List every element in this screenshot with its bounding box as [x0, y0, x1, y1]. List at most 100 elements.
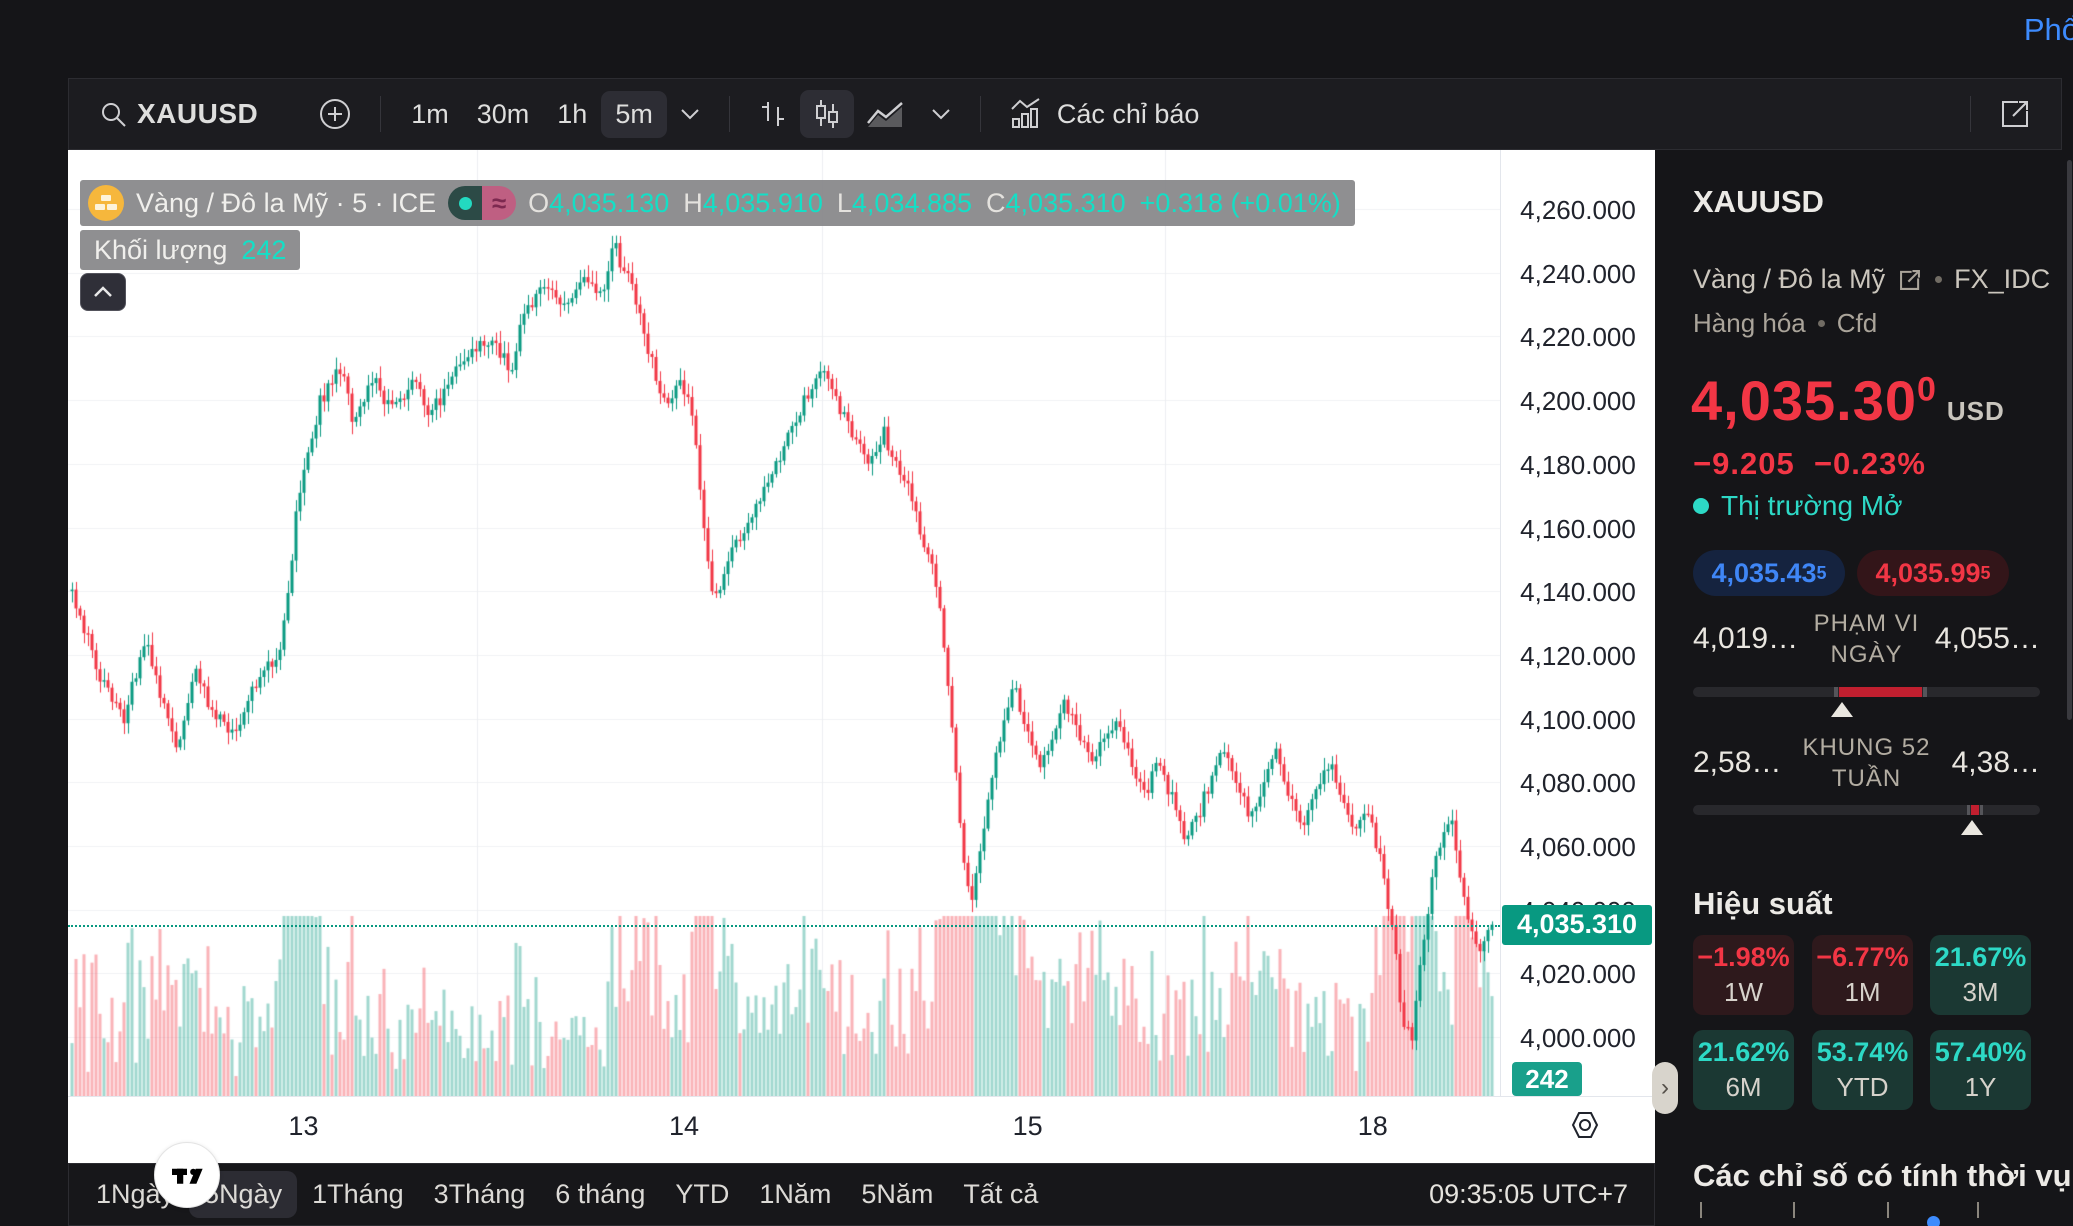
- symbol-search-button[interactable]: XAUUSD: [87, 90, 270, 138]
- chart-style-menu-button[interactable]: [918, 99, 964, 129]
- panel-instrument-types: Hàng hóa Cfd: [1693, 308, 1877, 339]
- area-chart-icon: [866, 99, 906, 129]
- market-status-label: Thị trường Mở: [1721, 490, 1903, 521]
- timeframe-1m-button[interactable]: 1m: [397, 91, 463, 138]
- tradingview-logo[interactable]: [154, 1142, 220, 1208]
- volume-legend-row: Khối lượng 242: [80, 230, 301, 270]
- volume-label[interactable]: Khối lượng: [94, 234, 228, 265]
- panel-scrollbar[interactable]: [2067, 160, 2072, 720]
- symbol-label: XAUUSD: [137, 98, 259, 129]
- perf-tile-1y[interactable]: 57.40% 1Y: [1930, 1030, 2031, 1110]
- compare-add-button[interactable]: [306, 89, 364, 139]
- indicators-label: Các chỉ báo: [1056, 98, 1200, 129]
- timeframe-menu-button[interactable]: [667, 99, 713, 129]
- range-ytd-button[interactable]: YTD: [660, 1171, 744, 1218]
- separator-dot: [1817, 320, 1825, 327]
- current-price-line: [68, 924, 1500, 927]
- seasonal-axis-tick: [1887, 1202, 1889, 1218]
- price-tick-label: 4,120.000: [1520, 640, 1636, 671]
- legend-collapse-button[interactable]: [80, 273, 126, 311]
- range-1y-button[interactable]: 1Năm: [744, 1171, 846, 1218]
- day-range-label: PHẠM VI NGÀY: [1813, 610, 1920, 668]
- exchange-label[interactable]: FX_IDC: [1954, 264, 2051, 294]
- day-range-high: 4,055…: [1934, 622, 2040, 655]
- bars-chart-icon: [758, 99, 788, 129]
- delayed-data-icon: ≈: [482, 186, 517, 220]
- price-tick-label: 4,260.000: [1520, 195, 1636, 225]
- ask-price-button[interactable]: 4,035.99 5: [1857, 550, 2009, 596]
- perf-tile-1w[interactable]: −1.98% 1W: [1693, 935, 1794, 1015]
- last-price: 4,035.300USD: [1691, 369, 2005, 432]
- market-status-row: Thị trường Mở: [1693, 490, 1903, 522]
- timeframe-30m-button[interactable]: 30m: [463, 91, 544, 138]
- range-3m-button[interactable]: 3Tháng: [419, 1171, 541, 1218]
- range-5y-button[interactable]: 5Năm: [846, 1171, 948, 1218]
- symbol-fullname[interactable]: Vàng / Đô la Mỹ: [1693, 264, 1886, 294]
- indicators-icon: [1009, 97, 1047, 131]
- price-tick-label: 4,180.000: [1520, 449, 1636, 480]
- seasonal-axis-tick: [1793, 1202, 1795, 1218]
- axis-settings-gear-icon[interactable]: [1568, 1108, 1602, 1142]
- time-axis[interactable]: 13 14 15 18: [68, 1096, 1655, 1163]
- price-tick-label: 4,160.000: [1520, 513, 1636, 544]
- range-all-button[interactable]: Tất cả: [948, 1171, 1053, 1218]
- panel-expand-handle[interactable]: ›: [1652, 1062, 1678, 1114]
- perf-tile-3m[interactable]: 21.67% 3M: [1930, 935, 2031, 1015]
- price-tick-label: 4,000.000: [1520, 1023, 1636, 1054]
- range-1m-button[interactable]: 1Tháng: [297, 1171, 419, 1218]
- price-tick-label: 4,020.000: [1520, 959, 1636, 990]
- week52-range-bar: [1693, 805, 2040, 815]
- time-axis-label: 14: [668, 1111, 700, 1141]
- chart-toolbar: XAUUSD 1m 30m 1h 5m: [68, 78, 2062, 150]
- panel-symbol-name-row: Vàng / Đô la Mỹ FX_IDC: [1693, 264, 2050, 295]
- clock-timezone[interactable]: 09:35:05 UTC+7: [1429, 1179, 1628, 1209]
- separator-dot: [1935, 276, 1943, 283]
- week52-low: 2,58…: [1693, 746, 1782, 779]
- perf-tile-ytd[interactable]: 53.74% YTD: [1812, 1030, 1913, 1110]
- chart-style-candles-button[interactable]: [799, 90, 854, 138]
- volume-value: 242: [241, 234, 287, 265]
- chart-style-bars-button[interactable]: [746, 91, 800, 137]
- toolbar-separator: [728, 96, 730, 132]
- current-price-tag: 4,035.310: [1502, 904, 1652, 945]
- price-tick-label: 4,080.000: [1520, 768, 1636, 799]
- instrument-type: Hàng hóa: [1693, 308, 1806, 338]
- top-right-link[interactable]: Phổ: [2023, 12, 2073, 47]
- range-6m-button[interactable]: 6 tháng: [540, 1171, 660, 1218]
- legend-toggle-buttons[interactable]: ≈: [448, 186, 517, 220]
- time-axis-label: 18: [1357, 1111, 1388, 1141]
- external-link-icon[interactable]: [1897, 267, 1923, 293]
- seasonal-axis-tick: [1977, 1202, 1979, 1218]
- instrument-subtype: Cfd: [1836, 308, 1878, 338]
- panel-ticker[interactable]: XAUUSD: [1693, 184, 1824, 219]
- toolbar-separator: [380, 96, 382, 132]
- bid-price-button[interactable]: 4,035.43 5: [1693, 550, 1845, 596]
- price-tick-label: 4,100.000: [1520, 704, 1636, 735]
- time-axis-label: 13: [288, 1111, 319, 1141]
- indicators-button[interactable]: Các chỉ báo: [997, 89, 1212, 139]
- timeframe-5m-button[interactable]: 5m: [601, 90, 667, 138]
- market-open-dot-icon: [1693, 498, 1709, 514]
- performance-title: Hiệu suất: [1693, 886, 1833, 921]
- chevron-down-icon: [930, 107, 952, 121]
- perf-tile-6m[interactable]: 21.62% 6M: [1693, 1030, 1794, 1110]
- legend-symbol-title[interactable]: Vàng / Đô la Mỹ · 5 · ICE: [136, 187, 437, 218]
- candlestick-chart-canvas[interactable]: [68, 150, 1500, 1096]
- timeframe-1h-button[interactable]: 1h: [543, 91, 601, 138]
- price-tick-label: 4,220.000: [1520, 322, 1636, 353]
- open-external-button[interactable]: [1987, 90, 2043, 138]
- external-link-icon: [1999, 98, 2031, 130]
- ohlc-values: O4,035.130 H4,035.910 L4,034.885 C4,035.…: [528, 187, 1341, 218]
- chevron-down-icon: [679, 107, 701, 121]
- week52-range-pointer: [1961, 820, 1984, 835]
- perf-tile-1m[interactable]: −6.77% 1M: [1812, 935, 1913, 1015]
- price-axis[interactable]: 4,260.000 4,240.000 4,220.000 4,200.000 4,18…: [1500, 150, 1655, 1096]
- search-icon: [99, 100, 127, 128]
- chart-style-area-button[interactable]: [854, 91, 918, 137]
- day-range-bar: [1693, 687, 2040, 697]
- day-range-pointer: [1830, 702, 1853, 717]
- price-tick-label: 4,240.000: [1520, 258, 1636, 289]
- toolbar-separator: [979, 96, 981, 132]
- day-range-low: 4,019…: [1693, 622, 1799, 655]
